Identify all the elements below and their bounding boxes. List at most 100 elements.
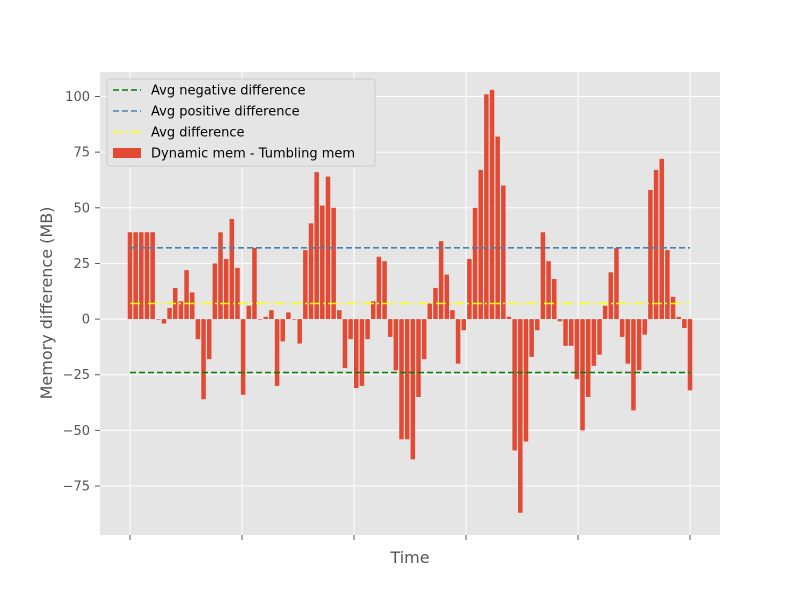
- bar: [178, 301, 184, 320]
- bar: [150, 232, 155, 320]
- bar: [608, 272, 614, 320]
- bar: [682, 319, 687, 328]
- bar: [269, 310, 274, 320]
- bar: [156, 319, 161, 320]
- y-tick-label: 25: [73, 257, 90, 272]
- y-tick-label: 75: [73, 146, 90, 161]
- bar: [218, 232, 223, 320]
- bar: [597, 319, 602, 355]
- reference-lines: [130, 247, 690, 374]
- bar: [127, 232, 133, 320]
- bar: [144, 232, 150, 320]
- bar: [280, 319, 285, 342]
- bar: [314, 172, 319, 320]
- bar: [399, 319, 404, 440]
- bar: [212, 263, 218, 320]
- bar: [450, 310, 455, 320]
- bar: [235, 267, 240, 320]
- bar: [580, 319, 585, 431]
- bar: [427, 303, 433, 320]
- bar: [676, 316, 681, 320]
- bar: [535, 319, 540, 331]
- bar: [337, 310, 342, 320]
- bar: [529, 319, 534, 357]
- bar: [263, 316, 269, 320]
- y-axis-title: Memory difference (MB): [37, 207, 56, 400]
- bar: [478, 169, 483, 320]
- bar: [308, 223, 314, 320]
- legend-label: Avg positive difference: [151, 105, 300, 120]
- bar: [614, 247, 619, 320]
- bar: [376, 256, 382, 320]
- bar: [461, 319, 466, 331]
- bar: [387, 319, 393, 337]
- bar: [455, 319, 461, 364]
- bar: [619, 319, 625, 337]
- bar: [354, 319, 359, 389]
- bar: [438, 241, 444, 320]
- bar: [189, 292, 195, 320]
- bar: [518, 319, 523, 513]
- bar: [342, 319, 348, 369]
- bar: [574, 319, 580, 380]
- bar: [625, 319, 631, 364]
- bar: [540, 232, 546, 320]
- bar: [393, 319, 399, 371]
- bar: [348, 319, 353, 340]
- bar: [303, 250, 308, 320]
- x-axis-title: Time: [389, 548, 429, 567]
- bar: [206, 319, 212, 360]
- bar: [602, 305, 608, 320]
- bar: [653, 169, 659, 320]
- bar: [659, 158, 664, 320]
- bar: [133, 232, 138, 320]
- bar: [551, 279, 557, 320]
- legend-label: Avg negative difference: [151, 84, 305, 99]
- bar: [257, 319, 263, 320]
- bar: [563, 319, 568, 346]
- bar: [246, 305, 252, 320]
- legend-label: Avg difference: [151, 126, 244, 141]
- bar: [642, 319, 648, 335]
- bar: [484, 94, 489, 320]
- legend-frame: [106, 78, 376, 167]
- bar: [410, 319, 416, 460]
- y-tick-label: −75: [63, 480, 90, 495]
- bar: [665, 250, 670, 320]
- y-tick-label: 100: [65, 90, 90, 105]
- legend-swatch: [113, 148, 141, 158]
- bar: [325, 176, 331, 320]
- bar: [444, 274, 450, 320]
- bar: [546, 261, 551, 320]
- bar: [523, 319, 529, 442]
- y-tick-label: −50: [63, 424, 90, 439]
- bar: [229, 218, 235, 320]
- bar: [631, 319, 636, 411]
- bar: [512, 319, 517, 451]
- bar: [331, 207, 336, 320]
- bar: [382, 261, 387, 320]
- bar: [670, 296, 676, 320]
- bar: [184, 270, 189, 320]
- bar: [240, 319, 246, 395]
- bar: [286, 312, 291, 320]
- bar: [495, 136, 500, 320]
- y-tick-label: 50: [73, 201, 90, 216]
- y-axis-ticks: −75 −50 −25 0 25 50 75 100: [63, 90, 100, 495]
- bar: [404, 319, 410, 440]
- bar: [506, 316, 512, 320]
- bar: [291, 319, 297, 320]
- bar: [195, 319, 201, 340]
- bar: [421, 319, 427, 360]
- bar: [161, 319, 167, 324]
- bar: [365, 319, 370, 340]
- y-tick-label: −25: [63, 368, 90, 383]
- bar: [636, 319, 642, 371]
- legend: Avg negative difference Avg positive diff…: [106, 78, 376, 167]
- y-tick-label: 0: [82, 313, 90, 328]
- bar: [167, 307, 172, 320]
- bar: [359, 319, 365, 386]
- bar: [370, 301, 376, 320]
- bar: [501, 185, 506, 320]
